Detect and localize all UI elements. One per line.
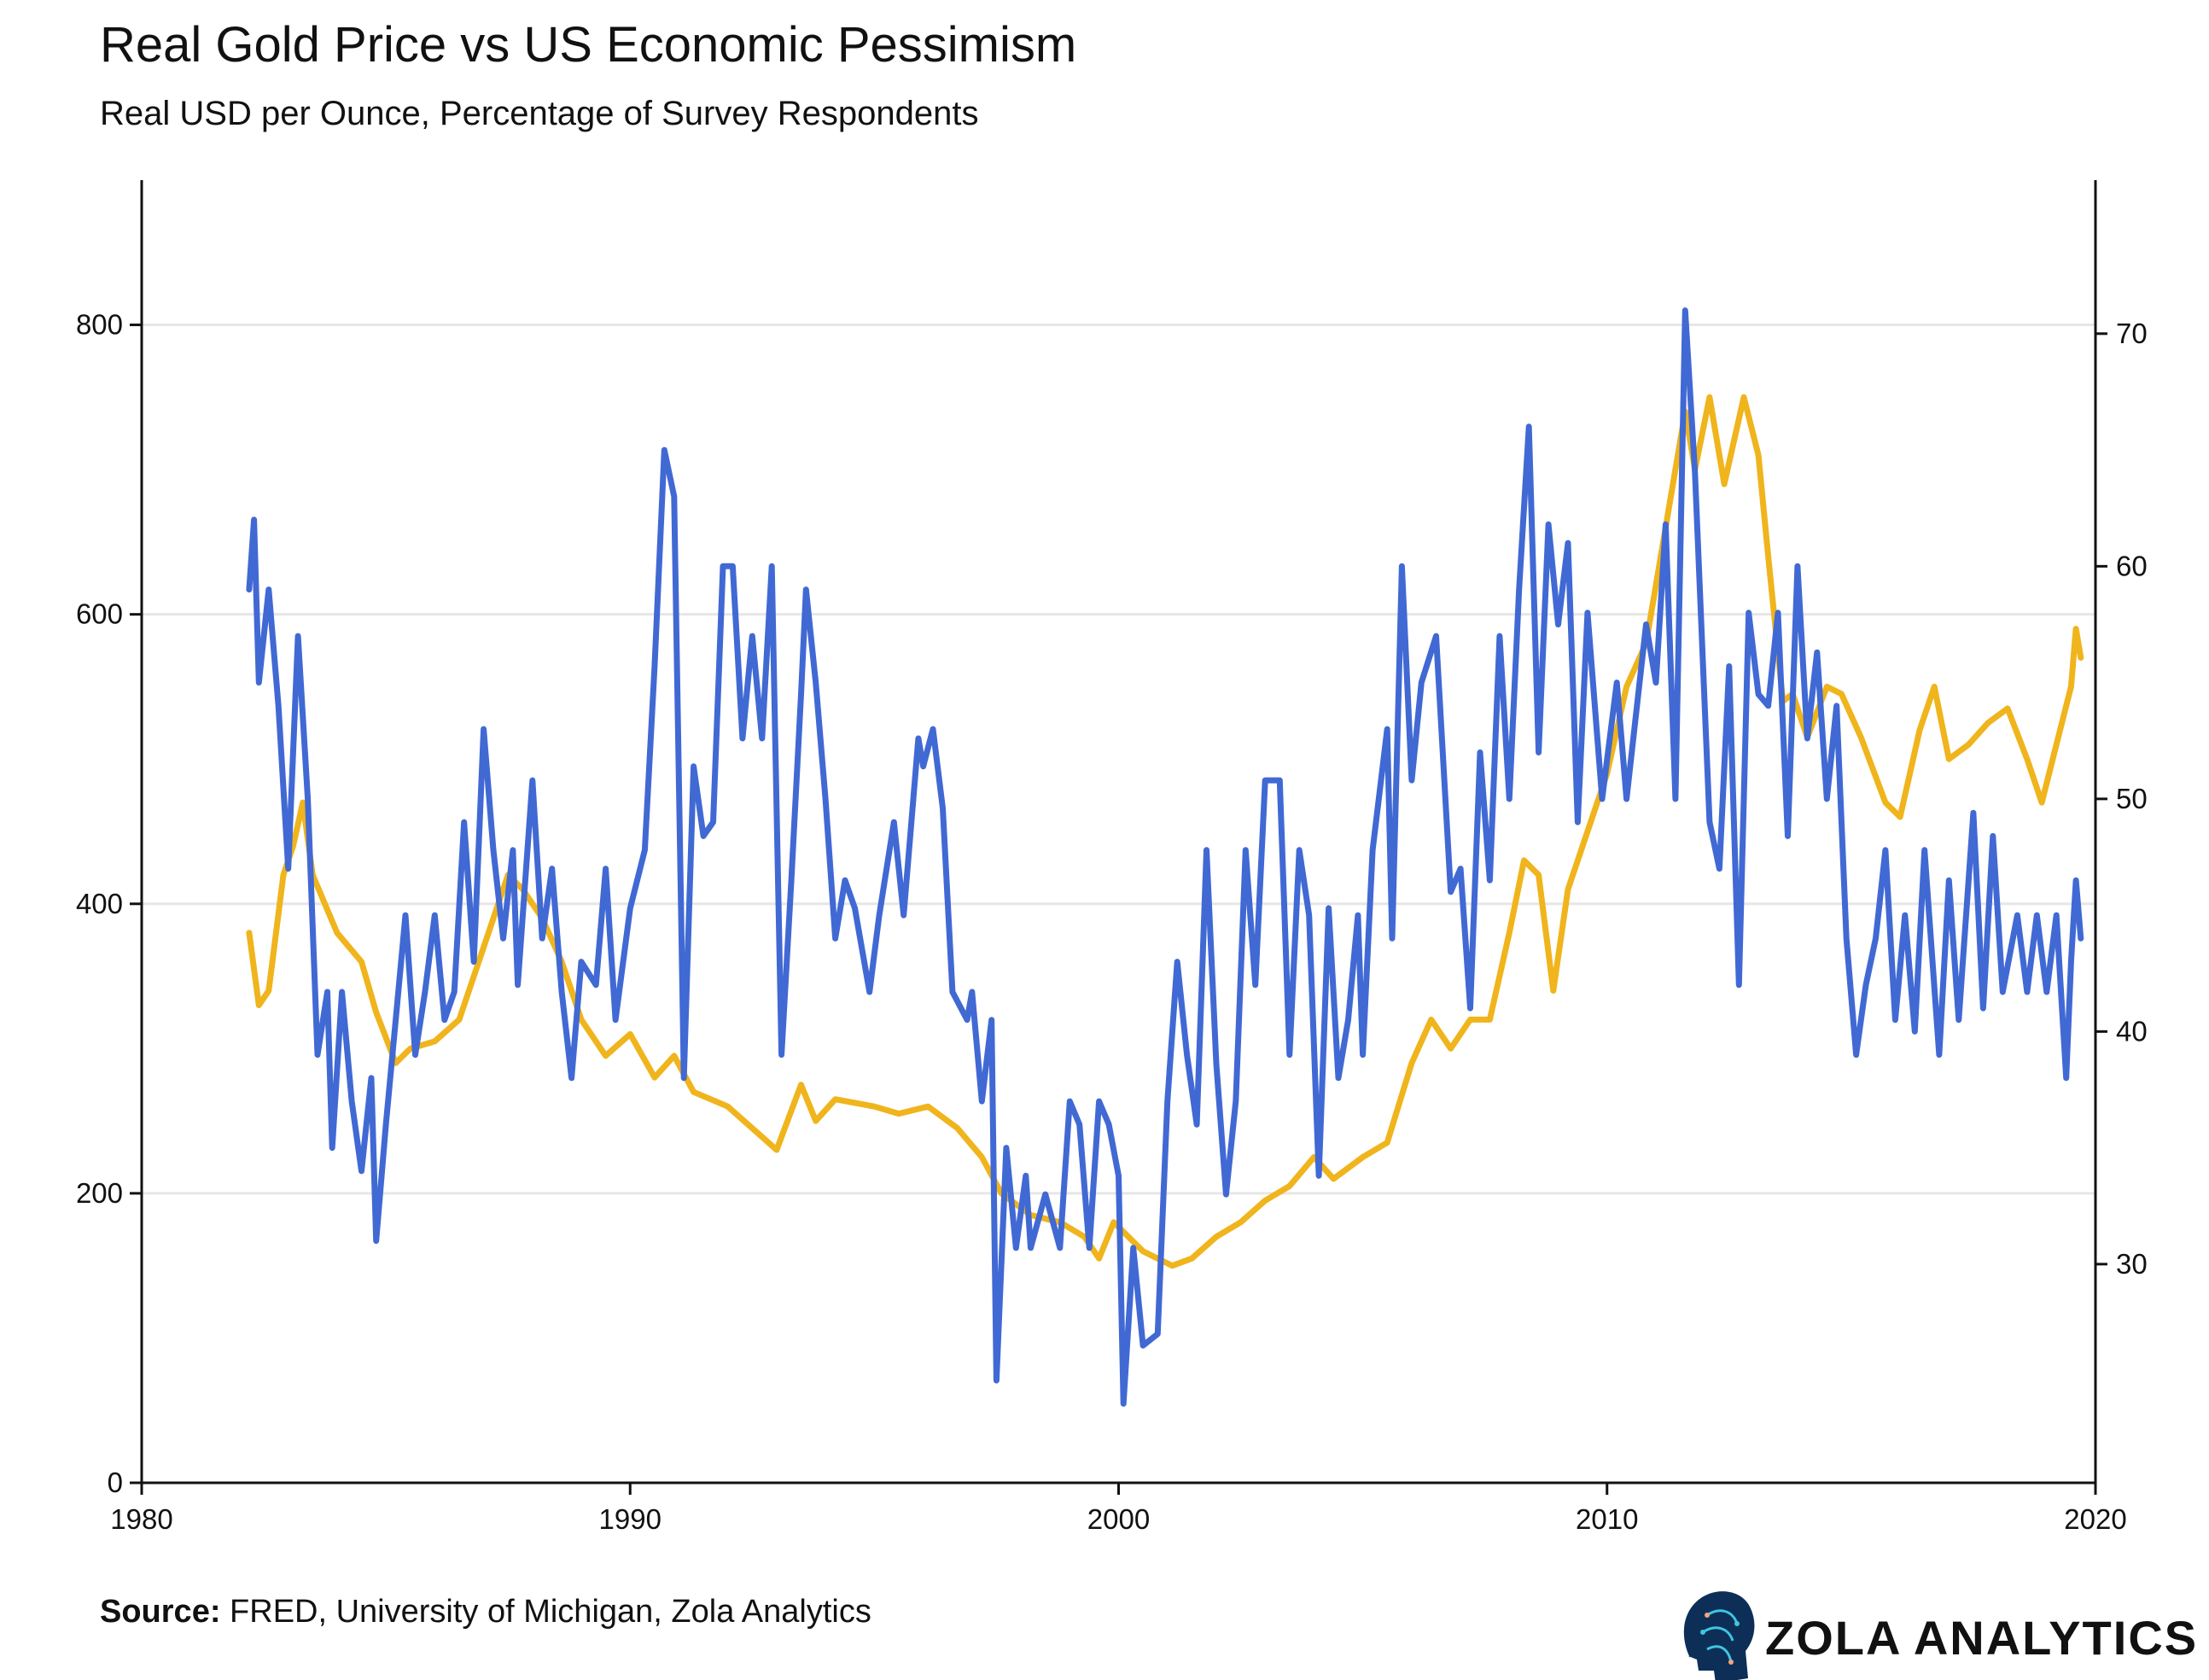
series-lines: [246, 307, 2084, 1407]
source-note: Source: FRED, University of Michigan, Zo…: [100, 1594, 871, 1630]
y-right-tick-label: 30: [2116, 1248, 2148, 1280]
y-right-tick-label: 40: [2116, 1015, 2148, 1047]
series-line-left-axis: [246, 394, 2084, 1269]
x-tick-label: 2020: [2064, 1503, 2126, 1535]
y-left-tick-label: 400: [76, 888, 123, 919]
x-tick-label: 2000: [1087, 1503, 1150, 1535]
source-label: Source:: [100, 1594, 220, 1630]
chart-subtitle: Real USD per Ounce, Percentage of Survey…: [100, 95, 978, 132]
y-right-tick-label: 50: [2116, 783, 2148, 814]
y-right-tick-label: 70: [2116, 318, 2148, 349]
series-line-right-axis: [246, 307, 2084, 1407]
y-left-tick-label: 200: [76, 1177, 123, 1209]
brand-logo: ZOLA ANALYTICS: [1683, 1591, 2198, 1680]
chart-title: Real Gold Price vs US Economic Pessimism: [100, 17, 1076, 73]
gridlines: [142, 324, 2095, 1195]
y-left-tick-label: 600: [76, 598, 123, 630]
x-tick-label: 2010: [1576, 1503, 1638, 1535]
y-right-tick-label: 60: [2116, 550, 2148, 581]
source-text: FRED, University of Michigan, Zola Analy…: [220, 1594, 871, 1630]
x-tick-label: 1980: [110, 1503, 172, 1535]
brand-name: ZOLA ANALYTICS: [1765, 1611, 2198, 1665]
axes: 0 200 400 600 800 30 40 50 60 70 1980 1990 2000 2010 2…: [76, 180, 2148, 1535]
x-tick-label: 1990: [599, 1503, 662, 1535]
y-left-tick-label: 800: [76, 309, 123, 341]
y-left-tick-label: 0: [108, 1467, 123, 1498]
circuit-head-icon: [1683, 1591, 1755, 1680]
